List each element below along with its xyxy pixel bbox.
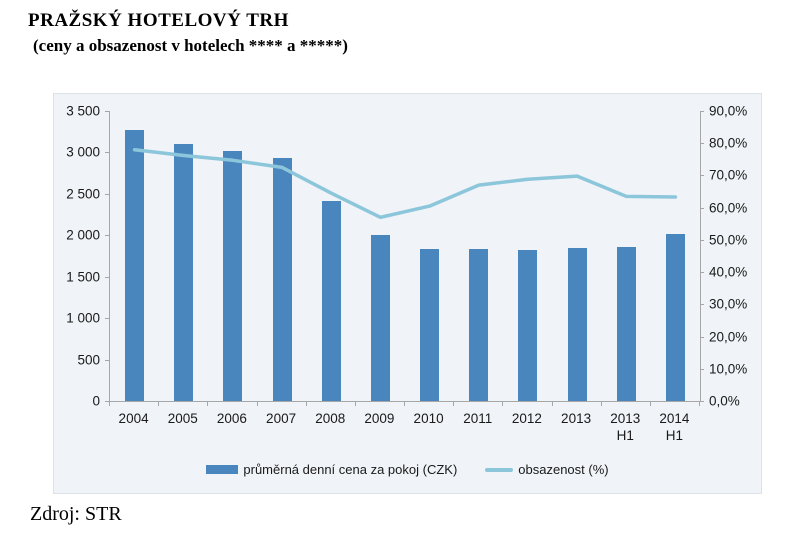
left-axis-tick-label: 2 500 — [66, 186, 100, 202]
x-axis-label: 2004 — [118, 411, 149, 426]
left-axis-tick-label: 2 000 — [66, 227, 100, 243]
x-axis-label: 2011 — [463, 411, 493, 426]
x-axis-label: 2014 H1 — [659, 411, 690, 443]
source-note: Zdroj: STR — [30, 503, 122, 525]
left-axis-tick-label: 0 — [92, 393, 100, 409]
x-axis-tick — [158, 402, 160, 406]
right-axis-tick-label: 10,0% — [709, 361, 748, 377]
bar-2005 — [174, 144, 194, 401]
right-axis-tick — [700, 175, 704, 177]
left-axis-tick-label: 1 500 — [66, 269, 100, 285]
left-axis-tick-label: 3 000 — [66, 144, 100, 160]
occupancy-line — [132, 147, 678, 220]
chart-figure: průměrná denní cena za pokoj (CZK) obsaze… — [53, 93, 762, 494]
x-axis-label: 2007 — [266, 411, 297, 426]
bar-2004 — [125, 130, 145, 401]
x-axis-label: 2005 — [167, 411, 198, 426]
right-axis-tick — [700, 368, 704, 370]
right-axis-tick — [700, 304, 704, 306]
x-axis-tick — [502, 402, 504, 406]
legend-item-price: průměrná denní cena za pokoj (CZK) — [206, 462, 457, 477]
bar-2008 — [321, 201, 341, 401]
x-axis-label: 2008 — [315, 411, 346, 426]
left-axis-tick — [105, 276, 109, 278]
plot-area — [109, 111, 701, 402]
legend-line-swatch — [485, 467, 514, 472]
x-axis-tick — [305, 402, 307, 406]
x-axis-label: 2012 — [511, 411, 542, 426]
right-axis-tick — [700, 401, 704, 402]
left-axis-tick-label: 500 — [77, 352, 100, 368]
x-axis-tick — [600, 402, 602, 406]
right-axis-tick — [700, 336, 704, 338]
x-axis-tick — [551, 402, 553, 406]
right-axis-tick — [700, 111, 704, 112]
x-axis-tick — [699, 402, 700, 406]
bar-2012 — [518, 250, 538, 401]
bar-2007 — [272, 158, 292, 401]
bar-2009 — [370, 235, 390, 401]
left-axis-tick — [105, 235, 109, 237]
right-axis-tick-label: 80,0% — [709, 135, 748, 151]
legend-item-occupancy: obsazenost (%) — [485, 462, 609, 477]
x-axis-label: 2009 — [364, 411, 395, 426]
x-axis-tick — [404, 402, 405, 406]
x-axis-label: 2006 — [216, 411, 247, 426]
left-axis-tick-label: 1 000 — [66, 310, 100, 326]
x-axis-label: 2013 H1 — [610, 411, 641, 443]
right-axis-tick-label: 90,0% — [709, 103, 748, 119]
page-title: PRAŽSKÝ HOTELOVÝ TRH — [28, 10, 289, 31]
x-axis-tick — [256, 402, 258, 406]
left-axis-tick — [105, 318, 109, 320]
right-axis-tick-label: 70,0% — [709, 167, 748, 183]
right-axis-tick — [700, 272, 704, 274]
legend-bar-swatch — [206, 465, 239, 474]
x-axis-tick — [649, 402, 651, 406]
right-axis-tick-label: 20,0% — [709, 329, 748, 345]
page-subtitle: (ceny a obsazenost v hotelech **** a ***… — [33, 36, 348, 55]
left-axis-tick — [105, 152, 109, 154]
left-axis-tick — [105, 111, 109, 112]
legend-label: obsazenost (%) — [518, 462, 609, 477]
bar-2011 — [469, 249, 489, 401]
bar-2013 — [567, 248, 587, 401]
left-axis-tick-label: 3 500 — [66, 103, 100, 119]
right-axis-tick — [700, 207, 704, 209]
x-axis-tick — [354, 402, 356, 406]
bar-2014-H1 — [665, 234, 685, 401]
left-axis-tick — [105, 359, 109, 361]
x-axis-tick — [453, 402, 455, 406]
right-axis-tick-label: 30,0% — [709, 296, 748, 312]
bar-2013-H1 — [616, 247, 636, 401]
x-axis-label: 2010 — [413, 411, 444, 426]
x-axis-label: 2013 — [561, 411, 592, 426]
right-axis-tick — [700, 239, 704, 241]
right-axis-tick-label: 60,0% — [709, 200, 748, 216]
left-axis-tick — [105, 401, 109, 402]
legend-label: průměrná denní cena za pokoj (CZK) — [243, 462, 458, 477]
chart-title-block: PRAŽSKÝ HOTELOVÝ TRH (ceny a obsazenost … — [28, 8, 348, 58]
bar-2010 — [420, 249, 440, 401]
right-axis-tick-label: 40,0% — [709, 264, 748, 280]
right-axis-tick — [700, 143, 704, 145]
left-axis-tick — [105, 193, 109, 195]
bar-2006 — [223, 151, 243, 401]
x-axis-tick — [109, 402, 110, 406]
legend: průměrná denní cena za pokoj (CZK) obsaze… — [54, 462, 761, 477]
right-axis-tick-label: 50,0% — [709, 232, 748, 248]
x-axis-tick — [207, 402, 209, 406]
right-axis-tick-label: 0,0% — [709, 393, 740, 409]
